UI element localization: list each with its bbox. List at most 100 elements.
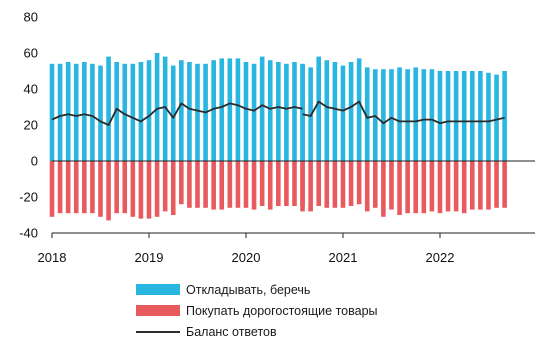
bar-save [292,62,297,161]
bar-buy [469,161,475,210]
bar-buy [372,161,378,208]
y-tick-label: -20 [19,190,38,205]
bar-buy [364,161,370,212]
bar-save [381,69,386,161]
bar-save [461,71,467,161]
x-tick-label: 2021 [329,250,358,265]
bar-save [453,71,459,161]
bar-buy [267,161,273,210]
bar-save [316,56,322,161]
bar-buy [405,161,410,214]
bar-buy [114,161,119,214]
bars-layer [49,53,507,221]
y-tick-label: 40 [24,82,38,97]
bar-save [340,65,346,161]
bar-buy [348,161,354,206]
bar-buy [340,161,346,208]
x-tick-label: 2022 [426,250,455,265]
legend-swatch-balance [136,330,180,333]
bar-save [187,62,192,161]
bar-buy [429,161,435,212]
bar-buy [65,161,71,214]
bar-buy [73,161,79,214]
bar-buy [300,161,305,212]
bar-save [90,63,95,161]
bar-buy [259,161,265,206]
bar-save [57,63,63,161]
bar-save [469,71,475,161]
bar-buy [154,161,160,217]
bar-save [251,63,257,161]
bar-save [276,62,281,161]
bar-save [235,58,241,161]
bar-buy [308,161,313,212]
bar-buy [316,161,322,206]
bar-buy [122,161,128,214]
bar-save [284,63,289,161]
legend: Откладывать, беречь Покупать дорогостоящ… [136,279,378,342]
bar-save [437,71,443,161]
bar-save [502,71,507,161]
bar-buy [82,161,87,214]
bar-save [122,63,128,161]
bar-save [324,60,330,162]
bar-save [356,58,362,161]
bar-buy [332,161,338,208]
bar-save [397,67,402,161]
bar-buy [445,161,451,212]
bar-save [195,63,200,161]
balance-line-2 [302,100,505,125]
legend-item-buy: Покупать дорогостоящие товары [136,300,378,321]
legend-label-buy: Покупать дорогостоящие товары [186,303,378,318]
bar-buy [130,161,136,217]
bar-save [73,63,79,161]
bar-buy [162,161,168,212]
bar-buy [356,161,362,205]
bar-buy [243,161,249,208]
axis-layer [52,160,535,234]
bar-buy [138,161,144,219]
bar-save [372,69,378,161]
bar-save [170,65,176,161]
bar-buy [251,161,257,210]
bar-buy [90,161,95,214]
bar-save [154,53,160,161]
bar-buy [49,161,55,217]
bar-buy [494,161,499,208]
bar-save [219,58,225,161]
bar-buy [292,161,297,206]
bar-buy [381,161,386,217]
bar-buy [276,161,281,206]
x-tick-label: 2018 [38,250,67,265]
legend-label-balance: Баланс ответов [186,324,277,339]
x-tick-label: 2020 [232,250,261,265]
bar-save [114,62,119,161]
bar-save [267,60,273,162]
x-tick-label: 2019 [135,250,164,265]
bar-save [65,62,71,161]
bar-save [138,62,144,161]
bar-buy [389,161,394,210]
bar-buy [106,161,111,221]
bar-buy [235,161,241,208]
bar-buy [437,161,443,214]
bar-buy [211,161,216,210]
bar-save [405,69,410,161]
bar-save [227,58,233,161]
y-tick-label: -40 [19,226,38,241]
bar-save [494,74,499,161]
legend-swatch-save [136,284,180,295]
bar-buy [461,161,467,214]
y-tick-label: 20 [24,118,38,133]
bar-buy [486,161,491,210]
bar-save [486,72,491,161]
bar-save [364,67,370,161]
bar-save [162,56,168,161]
bar-buy [324,161,330,208]
bar-buy [146,161,152,219]
legend-item-balance: Баланс ответов [136,321,378,342]
y-tick-label: 80 [24,10,38,25]
bar-save [211,60,216,162]
bar-buy [179,161,184,205]
bar-buy [227,161,233,208]
